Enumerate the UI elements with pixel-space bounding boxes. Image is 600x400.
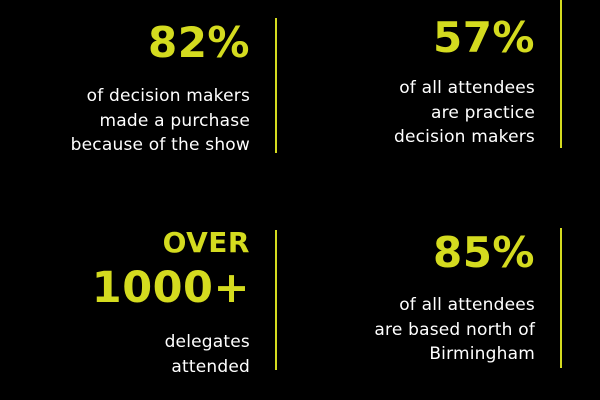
vertical-divider	[275, 18, 277, 153]
stat-description: delegates attended	[92, 330, 250, 379]
stat-description-line: of all attendees	[399, 78, 535, 98]
stat-value: 82%	[147, 18, 250, 67]
vertical-divider	[275, 230, 277, 370]
stat-description-line: are based north of	[374, 319, 535, 340]
stat-description-line: attended	[171, 356, 250, 377]
stat-description-line: made a purchase	[99, 110, 250, 131]
stat-description-line: Birmingham	[429, 344, 535, 364]
stat-block-practice-decision-makers: 57% of all attendees are practice decisi…	[394, 17, 535, 150]
stat-description: of all attendees are practice decision m…	[394, 76, 535, 150]
stat-description-line: delegates	[164, 332, 250, 352]
stat-description-line: of decision makers	[86, 86, 250, 106]
stat-block-attendees-north: 85% of all attendees are based north of …	[374, 232, 535, 367]
stat-description: of decision makers made a purchase becau…	[71, 84, 250, 158]
stat-description: of all attendees are based north of Birm…	[374, 293, 535, 367]
vertical-divider	[560, 228, 562, 368]
stat-description-line: because of the show	[70, 135, 250, 155]
stat-block-decision-makers-purchase: 82% of decision makers made a purchase b…	[71, 22, 250, 158]
stat-value: 57%	[432, 13, 535, 62]
stat-description-line: decision makers	[393, 127, 535, 147]
stat-value: 1000+	[91, 263, 250, 313]
stat-value: 85%	[432, 228, 535, 277]
stat-prefix: OVER	[162, 226, 250, 259]
stat-block-delegates-attended: OVER 1000+ delegates attended	[92, 229, 250, 379]
vertical-divider	[560, 0, 562, 148]
stat-description-line: are practice	[430, 102, 535, 123]
stat-description-line: of all attendees	[399, 295, 535, 315]
